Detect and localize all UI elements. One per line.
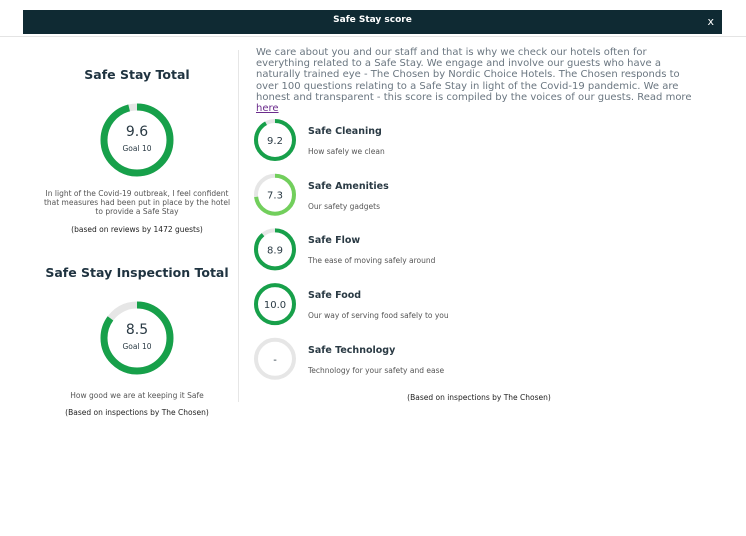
category-score: - bbox=[273, 355, 277, 366]
section-description: In light of the Covid-19 outbreak, I fee… bbox=[43, 189, 231, 216]
section-note: (Based on inspections by The Chosen) bbox=[65, 408, 209, 417]
column-divider bbox=[238, 50, 239, 402]
gauge-arc bbox=[254, 228, 296, 271]
read-more-link[interactable]: here bbox=[256, 103, 279, 115]
goal-value: 10 bbox=[142, 144, 152, 153]
category-name: Safe Amenities bbox=[308, 180, 389, 192]
goal-label: Goal bbox=[122, 144, 139, 153]
category-description: Our safety gadgets bbox=[308, 201, 380, 211]
category-name: Safe Technology bbox=[308, 344, 396, 356]
intro-body: We care about you and our staff and that… bbox=[256, 47, 692, 103]
footnote: (Based on inspections by The Chosen) bbox=[407, 393, 551, 402]
category-description: Technology for your safety and ease bbox=[308, 365, 445, 375]
gauge-arc bbox=[254, 283, 296, 326]
category-score: 8.9 bbox=[267, 245, 283, 256]
category-name: Safe Food bbox=[308, 290, 362, 302]
goal-value: 10 bbox=[142, 342, 152, 351]
category-score: 7.3 bbox=[267, 191, 283, 202]
goal-text: Goal 10 bbox=[122, 144, 151, 153]
gauge-track bbox=[254, 337, 296, 380]
category-name: Safe Flow bbox=[308, 235, 361, 247]
goal-label: Goal bbox=[122, 342, 139, 351]
gauge-arc bbox=[254, 119, 296, 161]
category-score: 9.2 bbox=[267, 136, 283, 147]
category-score: 10.0 bbox=[264, 300, 286, 311]
intro-text: We care about you and our staff and that… bbox=[256, 47, 701, 114]
category-description: The ease of moving safely around bbox=[308, 256, 436, 266]
category-description: Our way of serving food safely to you bbox=[308, 311, 449, 321]
gauge-arc bbox=[254, 173, 296, 216]
section-title: Safe Stay Total bbox=[84, 67, 190, 82]
modal-title: Safe Stay score bbox=[333, 15, 412, 25]
section-description: How good we are at keeping it Safe bbox=[70, 391, 204, 400]
modal-header: Safe Stay score x bbox=[23, 10, 722, 34]
category-name: Safe Cleaning bbox=[308, 126, 382, 137]
gauge-arc bbox=[100, 301, 174, 375]
category-description: How safely we clean bbox=[308, 147, 385, 156]
goal-text: Goal 10 bbox=[122, 342, 151, 351]
section-note: (based on reviews by 1472 guests) bbox=[71, 225, 203, 234]
section-title: Safe Stay Inspection Total bbox=[45, 265, 229, 280]
score-value: 9.6 bbox=[126, 124, 148, 140]
header-rule bbox=[0, 36, 746, 37]
score-value: 8.5 bbox=[126, 322, 148, 338]
gauge-arc bbox=[100, 103, 174, 177]
close-button[interactable]: x bbox=[707, 15, 714, 28]
